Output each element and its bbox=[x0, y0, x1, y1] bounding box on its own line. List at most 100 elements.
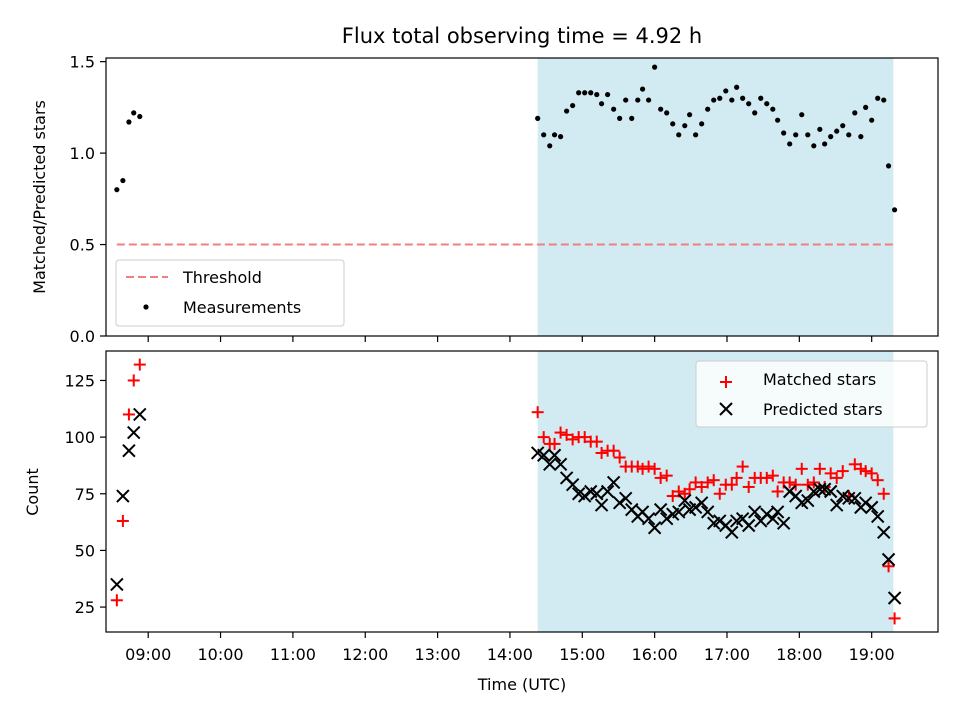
matched-star-marker bbox=[877, 487, 890, 500]
matched-star-marker bbox=[795, 462, 808, 475]
measurement-point bbox=[875, 95, 881, 101]
measurement-points bbox=[114, 64, 898, 213]
measurement-point bbox=[858, 134, 864, 140]
predicted-star-marker bbox=[725, 525, 739, 539]
predicted-star-marker bbox=[801, 493, 815, 508]
matched-star-marker bbox=[848, 458, 861, 471]
top-y-ticks: 0.0 0.5 1.0 1.5 bbox=[70, 53, 106, 346]
predicted-star-marker bbox=[116, 489, 130, 503]
measurement-point bbox=[551, 132, 558, 138]
measurement-point bbox=[699, 121, 705, 127]
measurement-point bbox=[781, 130, 787, 136]
y-tick-label: 1.0 bbox=[70, 144, 95, 163]
matched-star-marker bbox=[865, 467, 878, 480]
measurement-point bbox=[588, 90, 594, 96]
measurement-point bbox=[564, 108, 570, 114]
predicted-star-marker bbox=[776, 516, 791, 530]
measurement-point bbox=[758, 95, 764, 101]
measurement-point bbox=[137, 113, 143, 120]
predicted-star-marker bbox=[881, 552, 896, 567]
y-tick-label: 1.5 bbox=[70, 53, 95, 72]
legend-matched-label: Matched stars bbox=[763, 370, 876, 389]
matched-star-marker bbox=[771, 485, 784, 498]
y-tick-label: 100 bbox=[64, 428, 95, 447]
bottom-axes-frame bbox=[105, 350, 939, 633]
measurement-point bbox=[682, 123, 688, 129]
y-tick-label: 50 bbox=[75, 541, 95, 560]
matched-star-marker bbox=[783, 476, 796, 489]
measurement-point bbox=[547, 143, 553, 149]
measurement-point bbox=[828, 134, 834, 140]
bottom-y-axis-label: Count bbox=[23, 468, 42, 516]
matched-star-marker bbox=[607, 444, 620, 457]
x-tick-label: 13:00 bbox=[415, 645, 461, 664]
top-panel: 0.0 0.5 1.0 1.5 Matched/Predicted stars Thr… bbox=[30, 53, 939, 346]
y-tick-label: 0.0 bbox=[70, 327, 95, 346]
matched-star-marker bbox=[590, 435, 603, 448]
matched-star-marker bbox=[689, 476, 702, 489]
measurement-point bbox=[658, 106, 664, 112]
measurement-point bbox=[557, 134, 564, 140]
matched-star-marker bbox=[110, 594, 123, 607]
measurement-point bbox=[746, 101, 752, 107]
bottom-x-ticks: 09:00 10:00 11:00 12:00 13:00 14:00 15:00 16:00… bbox=[125, 632, 895, 664]
matched-star-marker bbox=[560, 428, 573, 441]
matched-star-marker bbox=[836, 465, 849, 478]
x-tick-label: 15:00 bbox=[559, 645, 605, 664]
measurement-point bbox=[582, 90, 588, 96]
matched-star-marker bbox=[807, 476, 820, 489]
measurement-point bbox=[840, 123, 846, 129]
measurement-point bbox=[617, 115, 623, 121]
bottom-y-ticks: 25 50 75 100 125 bbox=[64, 371, 106, 617]
legend-matched-swatch bbox=[720, 376, 732, 388]
predicted-stars-points bbox=[110, 407, 902, 605]
predicted-star-marker bbox=[594, 498, 609, 512]
matched-star-marker bbox=[531, 406, 544, 419]
measurement-point bbox=[729, 97, 735, 103]
predicted-star-marker bbox=[536, 448, 551, 462]
predicted-star-marker bbox=[887, 591, 902, 605]
measurement-point bbox=[852, 110, 858, 116]
measurement-point bbox=[799, 112, 805, 118]
predicted-star-marker bbox=[653, 502, 668, 517]
measurement-point bbox=[120, 177, 126, 184]
x-tick-label: 11:00 bbox=[270, 645, 316, 664]
measurement-point bbox=[891, 207, 898, 213]
matched-star-marker bbox=[871, 474, 884, 487]
legend-threshold-label: Threshold bbox=[182, 268, 262, 287]
x-tick-label: 16:00 bbox=[632, 645, 678, 664]
measurement-point bbox=[834, 128, 840, 134]
matched-star-marker bbox=[760, 471, 773, 484]
measurement-point bbox=[787, 141, 793, 147]
predicted-star-marker bbox=[748, 505, 762, 519]
legend-measurements-label: Measurements bbox=[183, 298, 301, 317]
measurement-point bbox=[869, 117, 875, 123]
predicted-star-marker bbox=[864, 500, 879, 515]
measurement-point bbox=[740, 95, 746, 101]
top-shaded-region bbox=[537, 58, 894, 336]
predicted-star-marker bbox=[612, 496, 627, 510]
chart-title: Flux total observing time = 4.92 h bbox=[342, 24, 702, 48]
measurement-point bbox=[646, 97, 652, 103]
predicted-star-marker bbox=[641, 511, 656, 526]
matched-star-marker bbox=[133, 358, 146, 371]
x-tick-label: 10:00 bbox=[197, 645, 243, 664]
matched-star-marker bbox=[566, 433, 579, 446]
top-legend: Threshold Measurements bbox=[115, 259, 345, 327]
predicted-star-marker bbox=[659, 511, 674, 526]
matched-star-marker bbox=[666, 490, 679, 503]
matched-star-marker bbox=[642, 460, 655, 473]
matched-star-marker bbox=[742, 480, 755, 493]
predicted-star-marker bbox=[741, 518, 756, 533]
measurement-point bbox=[535, 115, 541, 121]
predicted-star-marker bbox=[713, 514, 727, 528]
predicted-star-marker bbox=[700, 505, 715, 519]
y-tick-label: 75 bbox=[75, 485, 95, 504]
measurement-point bbox=[576, 90, 582, 96]
predicted-star-marker bbox=[782, 484, 797, 499]
predicted-star-marker bbox=[133, 407, 147, 422]
measurement-point bbox=[594, 91, 600, 98]
predicted-star-marker bbox=[110, 577, 124, 592]
predicted-star-marker bbox=[618, 491, 633, 506]
measurement-point bbox=[570, 102, 576, 109]
